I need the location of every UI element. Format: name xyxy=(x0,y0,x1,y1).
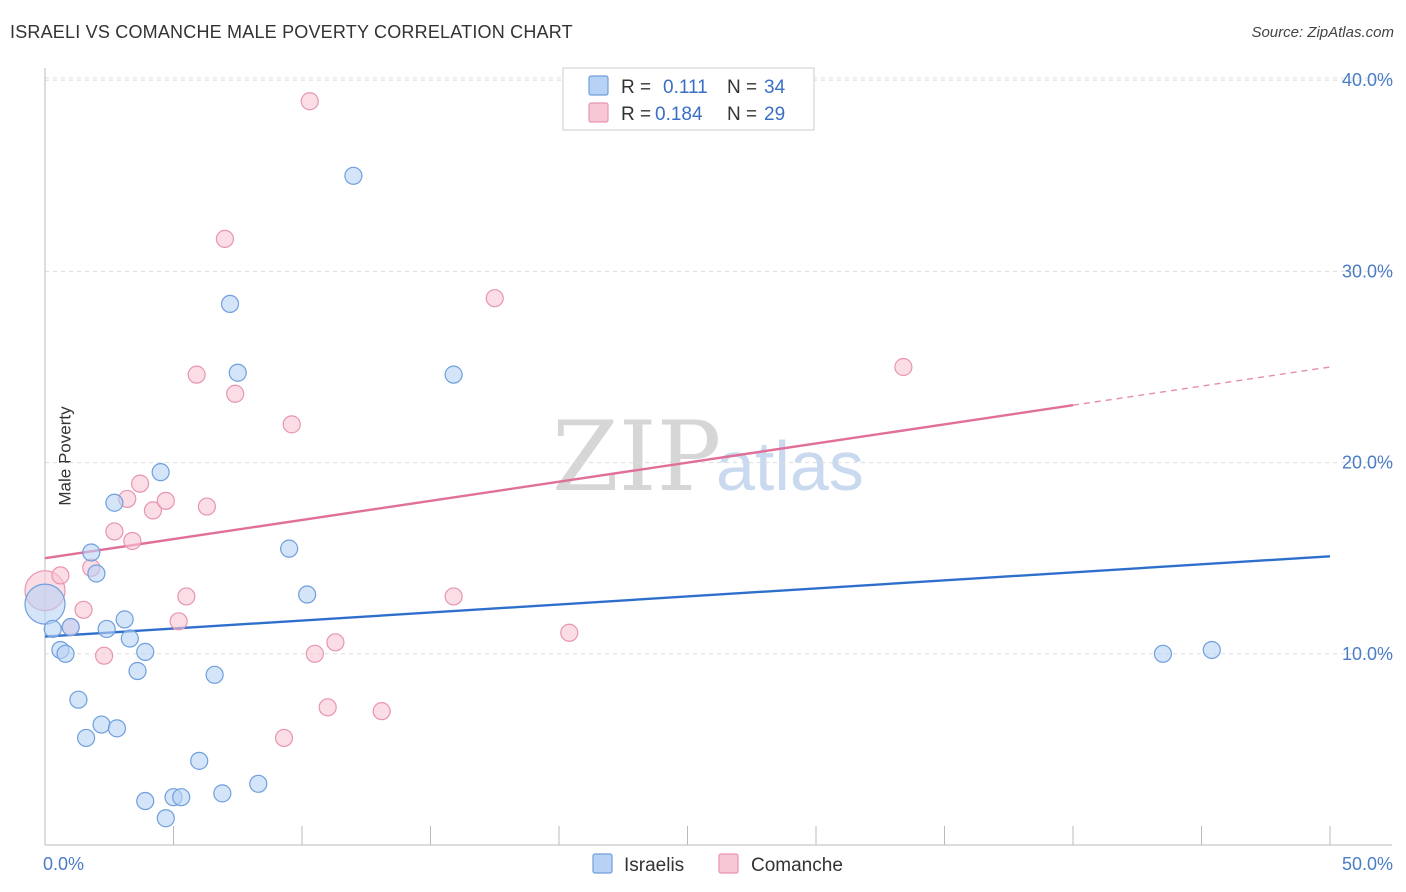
point-israelis xyxy=(43,619,62,639)
point-israelis xyxy=(1202,640,1221,660)
point-comanche xyxy=(318,698,337,717)
point-comanche xyxy=(282,415,301,434)
point-israelis xyxy=(156,809,175,828)
point-israelis xyxy=(344,166,363,185)
legend-swatch-comanche xyxy=(588,102,609,123)
legend-r-label: R = xyxy=(621,104,651,125)
legend-r-value: 0.184 xyxy=(655,104,703,125)
y-tick-label: 40.0% xyxy=(1342,70,1393,90)
source-credit: Source: ZipAtlas.com xyxy=(1251,24,1394,41)
point-comanche xyxy=(215,229,234,248)
axes xyxy=(44,68,1392,846)
point-comanche xyxy=(326,633,345,652)
point-comanche xyxy=(226,384,245,403)
point-israelis xyxy=(115,610,134,629)
legend-r-label: R = xyxy=(621,77,651,98)
point-israelis xyxy=(69,690,88,709)
point-comanche xyxy=(894,357,913,377)
y-tick-labels: 10.0% 20.0% 30.0% 40.0% xyxy=(1342,70,1393,664)
point-comanche xyxy=(51,566,70,585)
point-israelis xyxy=(228,363,247,382)
watermark-zip: ZIP xyxy=(552,401,721,513)
point-israelis xyxy=(172,788,191,807)
point-israelis xyxy=(205,665,224,684)
legend-n-label: N = xyxy=(727,77,757,98)
point-israelis xyxy=(77,728,96,748)
legend-n-label: N = xyxy=(727,104,757,125)
series-legend-israelis: Israelis xyxy=(624,855,684,876)
legend-r-value: 0.111 xyxy=(663,77,708,98)
point-israelis xyxy=(190,751,209,770)
point-israelis xyxy=(120,629,139,648)
point-comanche xyxy=(305,644,324,663)
chart-title: ISRAELI VS COMANCHE MALE POVERTY CORRELA… xyxy=(10,22,573,42)
point-israelis xyxy=(61,617,80,637)
series-legend-swatch-comanche xyxy=(718,853,739,874)
trend-line-comanche xyxy=(44,404,1074,560)
point-israelis xyxy=(105,493,124,512)
point-comanche xyxy=(105,522,124,541)
point-comanche xyxy=(130,474,150,493)
legend-n-value: 34 xyxy=(764,77,786,98)
point-israelis xyxy=(128,661,147,681)
point-comanche xyxy=(74,600,93,619)
point-israelis xyxy=(136,642,155,661)
series-legend-swatch-israelis xyxy=(592,853,613,874)
point-comanche xyxy=(274,728,294,748)
point-israelis xyxy=(136,791,155,811)
correlation-legend: R = 0.111 N = 34 R = 0.184 N = 29 xyxy=(562,67,815,131)
point-israelis xyxy=(213,784,232,803)
y-tick-label: 10.0% xyxy=(1342,644,1393,664)
trend-line-israelis xyxy=(44,555,1331,638)
point-israelis xyxy=(298,585,317,604)
gridlines xyxy=(45,77,1392,655)
point-israelis xyxy=(151,463,170,482)
x-tick-labels: 0.0% 50.0% xyxy=(43,854,1393,874)
point-comanche xyxy=(560,623,579,642)
legend-swatch-israelis xyxy=(588,75,609,96)
x-tick-label: 50.0% xyxy=(1342,854,1393,874)
point-israelis xyxy=(24,583,66,625)
point-israelis xyxy=(444,365,463,384)
point-comanche xyxy=(187,365,206,384)
watermark: ZIP atlas xyxy=(552,401,864,513)
point-comanche xyxy=(95,646,114,665)
point-comanche xyxy=(143,501,163,520)
point-comanche xyxy=(372,702,391,721)
y-tick-label: 30.0% xyxy=(1342,261,1393,281)
point-comanche xyxy=(123,531,142,551)
legend-n-value: 29 xyxy=(764,104,785,125)
point-israelis xyxy=(107,719,127,738)
point-israelis xyxy=(56,644,75,663)
y-tick-label: 20.0% xyxy=(1342,453,1393,473)
point-israelis xyxy=(82,543,101,562)
point-comanche xyxy=(197,497,217,516)
data-points xyxy=(24,92,1221,828)
series-legend-comanche: Comanche xyxy=(751,855,843,876)
point-comanche xyxy=(156,491,175,510)
point-israelis xyxy=(92,715,111,734)
point-comanche xyxy=(300,92,319,111)
point-israelis xyxy=(280,539,299,558)
point-israelis xyxy=(87,564,106,583)
point-comanche xyxy=(169,612,188,631)
point-israelis xyxy=(220,294,240,314)
point-comanche xyxy=(485,289,504,308)
trend-line-comanche-extrapolated xyxy=(1072,366,1331,406)
point-israelis xyxy=(249,774,268,793)
series-legend: Israelis Comanche xyxy=(592,853,843,876)
point-israelis xyxy=(1153,644,1173,663)
point-israelis xyxy=(97,619,116,639)
point-comanche xyxy=(444,587,463,606)
trend-lines xyxy=(44,366,1331,638)
point-comanche xyxy=(177,587,196,606)
x-tick-label: 0.0% xyxy=(43,854,84,874)
